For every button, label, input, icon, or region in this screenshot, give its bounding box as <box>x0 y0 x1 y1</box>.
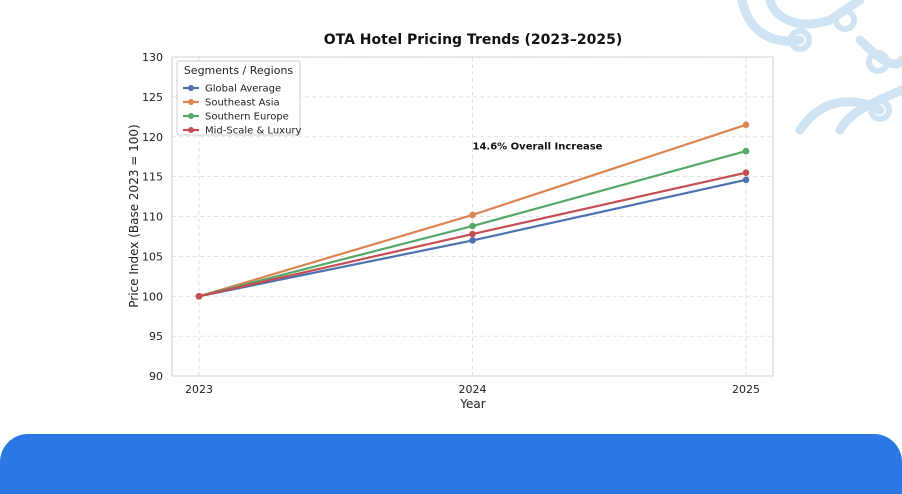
y-axis-title: Price Index (Base 2023 = 100) <box>127 124 141 307</box>
y-tick-label: 130 <box>142 51 163 64</box>
series-point <box>742 169 750 176</box>
series-point <box>742 176 750 184</box>
y-tick-label: 120 <box>142 131 163 144</box>
y-tick-label: 115 <box>142 171 163 184</box>
legend-marker <box>188 113 194 119</box>
chart-figure: 90 95 100 105 110 115 120 125 130 2023 2024 2025 14.… <box>127 0 902 411</box>
series-point <box>469 230 476 238</box>
y-tick-label: 100 <box>142 290 163 303</box>
y-tick-label: 90 <box>149 370 163 383</box>
y-tick-label: 125 <box>142 91 163 104</box>
bottom-banner <box>0 434 902 494</box>
series-point <box>469 222 476 230</box>
circuit-node <box>833 8 857 32</box>
x-tick-label: 2023 <box>185 383 213 396</box>
y-tick-label: 110 <box>142 211 163 224</box>
circuit-node <box>868 98 892 122</box>
circuit-node <box>788 28 812 52</box>
circuit-line <box>835 85 902 135</box>
circuit-node <box>866 50 890 74</box>
plot-area: 90 95 100 105 110 115 120 125 130 2023 2024 2025 14.… <box>142 51 774 396</box>
circuit-line <box>765 0 865 29</box>
legend-label: Southern Europe <box>205 112 289 123</box>
legend-title: Segments / Regions <box>184 64 294 77</box>
circuit-decoration <box>737 0 902 135</box>
series-point <box>469 211 476 219</box>
legend-marker <box>188 85 194 91</box>
legend-label: Global Average <box>205 84 281 95</box>
y-tick-label: 95 <box>149 330 163 343</box>
y-tick-label: 105 <box>142 250 163 263</box>
x-axis-title: Year <box>459 397 485 411</box>
legend-marker <box>188 127 194 133</box>
series-point <box>469 237 476 244</box>
series-point <box>742 121 750 129</box>
legend-marker <box>188 99 194 105</box>
legend-box <box>176 60 301 136</box>
x-tick-label: 2024 <box>459 383 487 396</box>
x-tick-label: 2025 <box>732 383 760 396</box>
chart-title: OTA Hotel Pricing Trends (2023–2025) <box>324 32 623 48</box>
legend-label: Mid-Scale & Luxury <box>205 126 302 137</box>
series-point <box>195 292 203 300</box>
annotation-text: 14.6% Overall Increase <box>473 142 603 153</box>
series-point <box>742 147 750 155</box>
legend-label: Southeast Asia <box>205 98 280 109</box>
